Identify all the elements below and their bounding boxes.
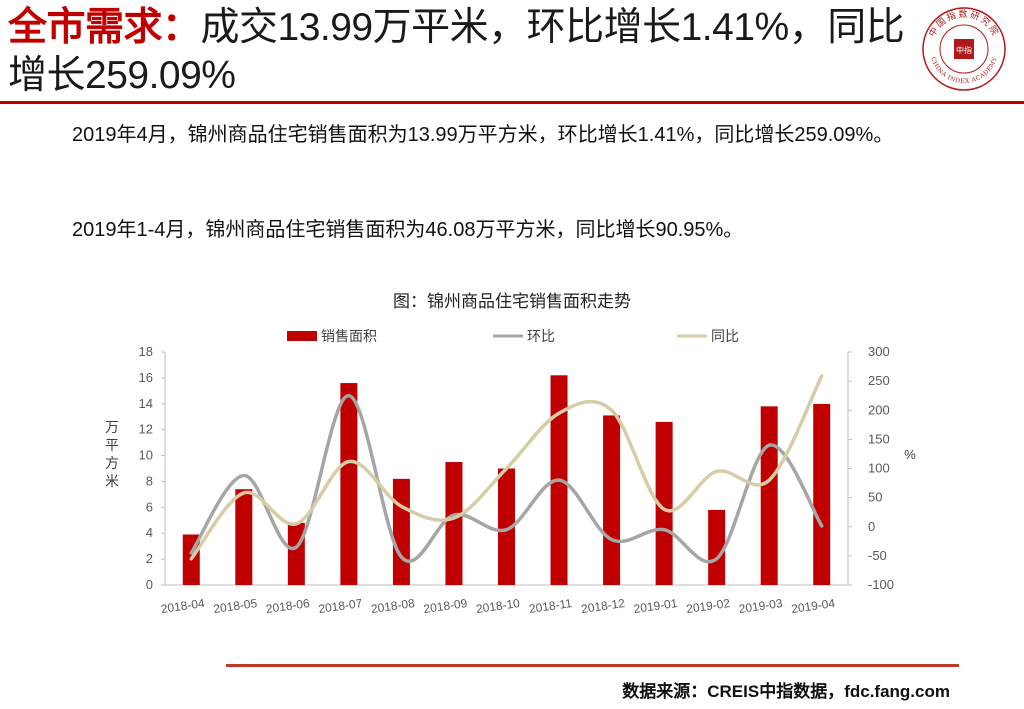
data-source: 数据来源：CREIS中指数据，fdc.fang.com (622, 682, 950, 701)
right-tick-label: 150 (868, 431, 890, 446)
line-series (189, 374, 824, 564)
right-tick-label: 0 (868, 519, 875, 534)
x-tick-label: 2018-06 (265, 596, 311, 616)
right-tick-label: -50 (868, 548, 887, 563)
legend-label: 同比 (711, 328, 739, 344)
x-tick-label: 2018-11 (528, 596, 573, 616)
x-tick-label: 2019-03 (738, 596, 784, 616)
footer-divider (226, 664, 959, 667)
chart-axes: 0 2 4 6 8 10 12 14 16 18 -100 -50 0 50 100 150 200 250 300… (105, 344, 916, 616)
title-keyword: 全市需求： (8, 6, 201, 49)
chart-title: 图：锦州商品住宅销售面积走势 (393, 292, 631, 311)
bar (655, 421, 673, 585)
legend-label: 销售面积 (321, 328, 377, 344)
left-axis-label: 万 (105, 419, 119, 435)
chart-legend: 销售面积 环比 同比 (287, 328, 739, 344)
right-tick-label: -100 (868, 577, 894, 592)
x-tick-label: 2018-08 (370, 596, 416, 616)
x-tick-label: 2019-01 (633, 596, 679, 616)
bar (392, 478, 410, 585)
left-tick-label: 6 (146, 499, 153, 514)
right-tick-label: 300 (868, 344, 890, 359)
svg-text:中国指数研究院: 中国指数研究院 (926, 8, 1002, 39)
bar (340, 383, 358, 585)
legend-swatch (287, 331, 317, 341)
logo-center: 中指 (956, 45, 972, 55)
summary-paragraph-1: 2019年4月，锦州商品住宅销售面积为13.99万平方米，环比增长1.41%，同… (72, 124, 894, 146)
right-axis-label: % (904, 447, 916, 462)
title-divider (0, 101, 1024, 104)
left-axis-label: 方 (105, 455, 119, 471)
left-axis-label: 米 (105, 473, 119, 489)
left-tick-label: 12 (139, 422, 153, 437)
page-title: 全市需求：成交13.99万平米，环比增长1.41%，同比增长259.09% (8, 4, 908, 100)
left-tick-label: 8 (146, 473, 153, 488)
left-tick-label: 10 (139, 448, 153, 463)
legend-label: 环比 (527, 328, 555, 344)
x-tick-label: 2018-05 (212, 596, 258, 616)
bar-series (182, 375, 831, 585)
x-tick-label: 2018-07 (318, 596, 364, 616)
logo-english: CHINA INDEX ACADEMY (929, 56, 998, 85)
left-tick-label: 14 (139, 396, 153, 411)
left-tick-label: 18 (139, 344, 153, 359)
bar (708, 509, 726, 585)
bar (813, 403, 831, 585)
x-tick-label: 2019-04 (790, 596, 836, 616)
left-tick-label: 16 (139, 370, 153, 385)
header: 全市需求：成交13.99万平米，环比增长1.41%，同比增长259.09% (8, 4, 908, 100)
x-tick-label: 2018-04 (160, 596, 206, 616)
right-tick-label: 250 (868, 373, 890, 388)
right-tick-label: 100 (868, 461, 890, 476)
title-text: 成交13.99万平米，环比增长1.41%，同比增长259.09% (8, 6, 905, 97)
left-tick-label: 0 (146, 577, 153, 592)
summary-paragraph-2: 2019年1-4月，锦州商品住宅销售面积为46.08万平方米，同比增长90.95… (72, 219, 744, 241)
bar (760, 406, 778, 585)
sales-area-chart: 销售面积 环比 同比 0 2 4 6 8 10 12 14 16 18 -100 -50 0 50 100 150… (105, 328, 916, 616)
right-tick-label: 50 (868, 490, 882, 505)
svg-text:CHINA INDEX ACADEMY: CHINA INDEX ACADEMY (929, 56, 999, 85)
x-tick-label: 2018-10 (475, 596, 521, 616)
left-axis-label: 平 (105, 437, 119, 453)
x-tick-label: 2018-09 (423, 596, 469, 616)
x-tick-label: 2018-12 (580, 596, 626, 616)
x-tick-label: 2019-02 (685, 596, 731, 616)
bar (498, 468, 515, 585)
china-index-academy-logo: 中国指数研究院 CHINA INDEX ACADEMY 中指 (922, 7, 1006, 91)
left-tick-label: 4 (146, 525, 153, 540)
right-tick-label: 200 (868, 402, 890, 417)
bar (235, 489, 253, 585)
left-tick-label: 2 (146, 551, 153, 566)
bar (287, 522, 305, 585)
bar (445, 462, 463, 585)
bar (603, 415, 621, 585)
logo-text: 中国指数研究院 (926, 8, 1000, 39)
